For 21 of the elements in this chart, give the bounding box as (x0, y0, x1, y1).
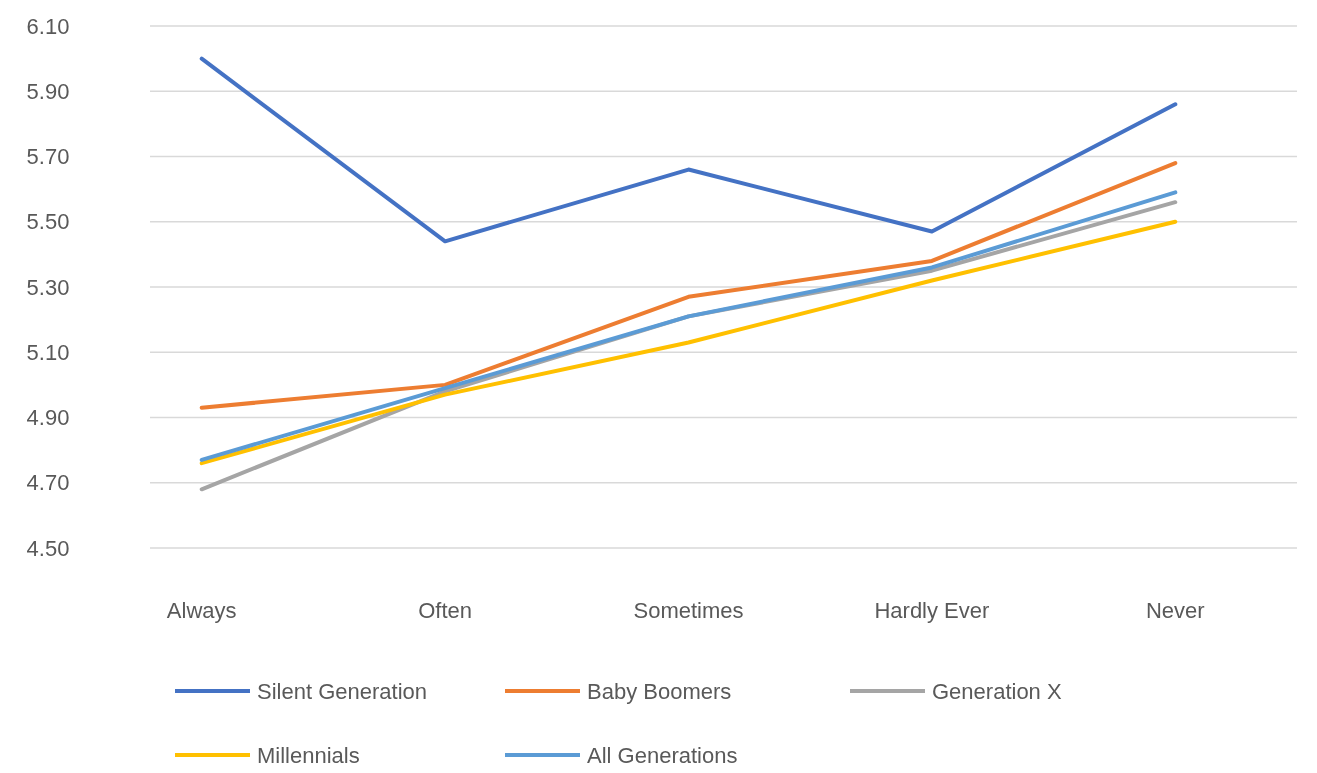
x-tick-label: Often (418, 598, 473, 623)
y-tick-label: 6.10 (26, 13, 70, 39)
y-tick-label: 4.70 (26, 470, 70, 496)
line-series (199, 56, 1178, 244)
y-tick-label: 5.70 (26, 144, 70, 170)
y-tick-label: 5.90 (26, 78, 70, 104)
x-tick-label: Hardly Ever (874, 598, 990, 623)
y-tick-label: 5.30 (26, 274, 70, 300)
legend-label: Generation X (932, 678, 1062, 704)
y-tick-label: 5.50 (26, 209, 70, 235)
legend-label: Silent Generation (257, 678, 427, 704)
x-tick-label: Always (166, 598, 237, 623)
y-tick-label: 5.10 (26, 339, 70, 365)
x-tick-label: Sometimes (633, 598, 744, 623)
x-tick-label: Never (1145, 598, 1205, 623)
legend-label: Baby Boomers (587, 678, 732, 704)
y-tick-label: 4.90 (26, 405, 70, 431)
y-tick-label: 4.50 (26, 535, 70, 561)
legend-label: Millennials (257, 742, 360, 768)
line-series (199, 161, 1178, 410)
legend-label: All Generations (587, 742, 738, 768)
